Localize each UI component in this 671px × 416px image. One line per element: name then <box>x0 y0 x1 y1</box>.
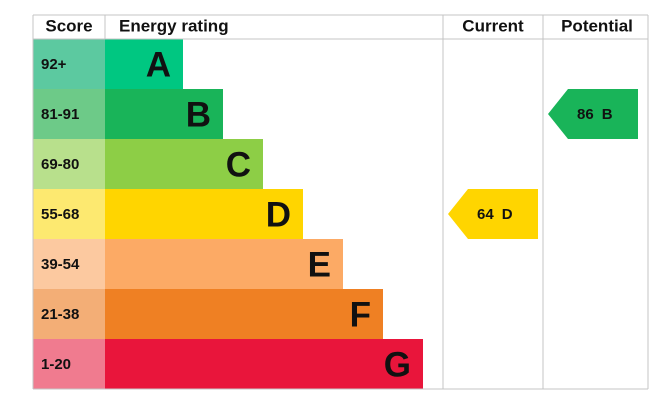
rating-letter: D <box>266 195 291 234</box>
rating-letter: B <box>186 95 211 134</box>
current-letter: D <box>502 206 513 223</box>
header-current: Current <box>462 16 524 35</box>
rating-bar <box>105 289 383 339</box>
potential-value: 86 <box>577 106 594 123</box>
score-cell <box>33 139 105 189</box>
rating-bar <box>105 339 423 389</box>
current-arrow <box>448 189 538 239</box>
rating-letter: G <box>384 345 411 384</box>
score-cell <box>33 239 105 289</box>
score-label: 69-80 <box>41 156 79 173</box>
rating-letter: E <box>308 245 331 284</box>
potential-label: 86 B <box>577 106 613 123</box>
score-label: 39-54 <box>41 256 80 273</box>
rating-letter: C <box>226 145 251 184</box>
score-label: 55-68 <box>41 206 79 223</box>
rating-bar <box>105 39 183 89</box>
score-label: 21-38 <box>41 306 79 323</box>
score-cell <box>33 39 105 89</box>
score-cell <box>33 89 105 139</box>
score-label: 81-91 <box>41 106 79 123</box>
score-cell <box>33 189 105 239</box>
score-label: 1-20 <box>41 356 71 373</box>
rating-letter: F <box>350 295 371 334</box>
rating-bar <box>105 89 223 139</box>
score-cell <box>33 339 105 389</box>
current-value: 64 <box>477 206 494 223</box>
header-score: Score <box>45 16 92 35</box>
potential-letter: B <box>602 106 613 123</box>
header-potential: Potential <box>561 16 633 35</box>
score-label: 92+ <box>41 56 67 73</box>
rating-letter: A <box>146 45 171 84</box>
rating-bar <box>105 189 303 239</box>
rating-bar <box>105 239 343 289</box>
score-cell <box>33 289 105 339</box>
current-label: 64 D <box>477 206 513 223</box>
rating-bar <box>105 139 263 189</box>
potential-arrow <box>548 89 638 139</box>
header-rating: Energy rating <box>119 16 229 35</box>
